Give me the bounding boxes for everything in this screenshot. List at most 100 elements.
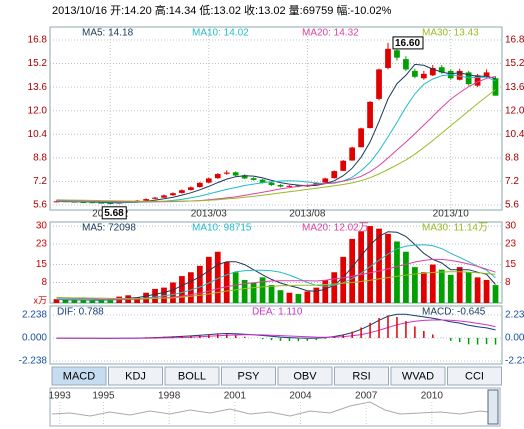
volume-bar xyxy=(107,298,114,303)
annotation-box xyxy=(101,206,127,220)
y-tick-label: 8 xyxy=(41,277,47,288)
candle-body xyxy=(107,203,114,205)
candle-body xyxy=(250,178,257,180)
navigator-year: 2001 xyxy=(224,391,247,402)
candle-body xyxy=(412,70,418,77)
tab[interactable] xyxy=(390,366,446,386)
tab[interactable] xyxy=(108,366,163,386)
volume-bar xyxy=(376,228,382,303)
legend-entry: DEA: 1.110 xyxy=(252,307,303,318)
volume-bar xyxy=(286,292,293,303)
candle-body xyxy=(420,73,427,79)
tab-label[interactable]: OBV xyxy=(293,370,317,382)
candle-body xyxy=(385,48,391,68)
unit-label: x万 xyxy=(33,295,47,305)
navigator-history xyxy=(51,401,489,417)
y-tick-label: 23 xyxy=(36,239,48,250)
tab-label[interactable]: RSI xyxy=(352,370,370,382)
y2-tick-label: 10.4 xyxy=(505,129,524,140)
volume-bar xyxy=(420,272,427,303)
volume-bar xyxy=(71,300,78,303)
volume-bar xyxy=(349,238,356,303)
tab[interactable] xyxy=(221,366,276,386)
tab-label[interactable]: PSY xyxy=(237,370,260,382)
legend-entry: MA30: 13.43 xyxy=(422,28,479,39)
volume-bar xyxy=(241,279,248,303)
x-tick-label: 2013/03 xyxy=(191,209,228,220)
candle-body xyxy=(465,72,472,85)
tab[interactable] xyxy=(447,366,502,386)
volume-bar xyxy=(196,265,203,303)
volume-bar xyxy=(304,291,311,303)
volume-bar xyxy=(152,288,158,303)
candle-body xyxy=(394,50,400,58)
volume-bar xyxy=(447,274,454,303)
candle-body xyxy=(376,69,382,99)
tab-label[interactable]: KDJ xyxy=(125,370,146,382)
tab-label[interactable]: BOLL xyxy=(178,370,206,382)
candle-body xyxy=(474,75,481,86)
volume-bar xyxy=(474,277,481,303)
legend-entry: MA10: 14.02 xyxy=(192,28,249,39)
candle-body xyxy=(322,178,329,183)
y-tick-label: 15.2 xyxy=(28,58,48,69)
tab-label[interactable]: MACD xyxy=(63,370,95,382)
volume-bar xyxy=(313,287,320,303)
volume-bar xyxy=(429,264,436,303)
y-tick-label: 8.8 xyxy=(33,152,47,163)
candle-body xyxy=(340,160,347,171)
volume-bar xyxy=(259,277,266,303)
tab[interactable] xyxy=(164,366,220,386)
volume-bar xyxy=(456,267,463,303)
navigator xyxy=(49,387,501,427)
volume-bar xyxy=(223,261,230,303)
candle-body xyxy=(331,171,338,179)
y-tick-label: 5.6 xyxy=(33,200,47,211)
y2-tick-label: 12.0 xyxy=(505,105,524,116)
candle-body xyxy=(259,179,266,183)
volume-bar xyxy=(170,282,176,303)
candle-body xyxy=(286,185,293,187)
legend-entry: MACD: -0.645 xyxy=(422,307,486,318)
candle-body xyxy=(349,147,356,161)
volume-bar xyxy=(358,231,364,303)
y-tick-label: 13.6 xyxy=(28,82,48,93)
volume-bar xyxy=(232,272,239,303)
annotation-label: 5.68 xyxy=(104,208,124,219)
volume-bar xyxy=(412,267,418,303)
candle-body xyxy=(179,190,185,193)
y2-tick-label: -2.238 xyxy=(505,356,524,367)
y-tick-label: 0.000 xyxy=(22,333,47,344)
tab[interactable] xyxy=(51,366,107,386)
candle-body xyxy=(438,67,445,73)
ma-line xyxy=(56,74,496,203)
volume-bar xyxy=(188,272,194,303)
candle-body xyxy=(89,202,96,204)
tab-label[interactable]: CCI xyxy=(465,370,484,382)
navigator-frame xyxy=(49,387,501,427)
tab[interactable] xyxy=(277,366,333,386)
candle-body xyxy=(80,202,87,204)
candle-body xyxy=(358,128,364,148)
candle-body xyxy=(196,182,203,188)
annotation-label: 16.60 xyxy=(395,38,420,49)
ma-line xyxy=(56,258,496,300)
y2-tick-label: 5.6 xyxy=(505,200,519,211)
navigator-handle[interactable] xyxy=(487,389,499,425)
volume-bar xyxy=(89,300,96,303)
y2-tick-label: 0.000 xyxy=(505,333,524,344)
candle-body xyxy=(223,172,230,174)
volume-bar xyxy=(53,299,60,303)
panel-frame xyxy=(49,26,503,211)
y2-tick-label: 8 xyxy=(505,277,511,288)
tab-label[interactable]: WVAD xyxy=(402,370,434,382)
y-tick-label: 2.238 xyxy=(22,310,47,321)
volume-bar xyxy=(295,294,302,303)
candle-body xyxy=(429,67,436,76)
y2-tick-label: 13.6 xyxy=(505,82,524,93)
tab[interactable] xyxy=(334,366,389,386)
ma-line xyxy=(56,76,496,203)
volume-bar xyxy=(394,241,400,303)
